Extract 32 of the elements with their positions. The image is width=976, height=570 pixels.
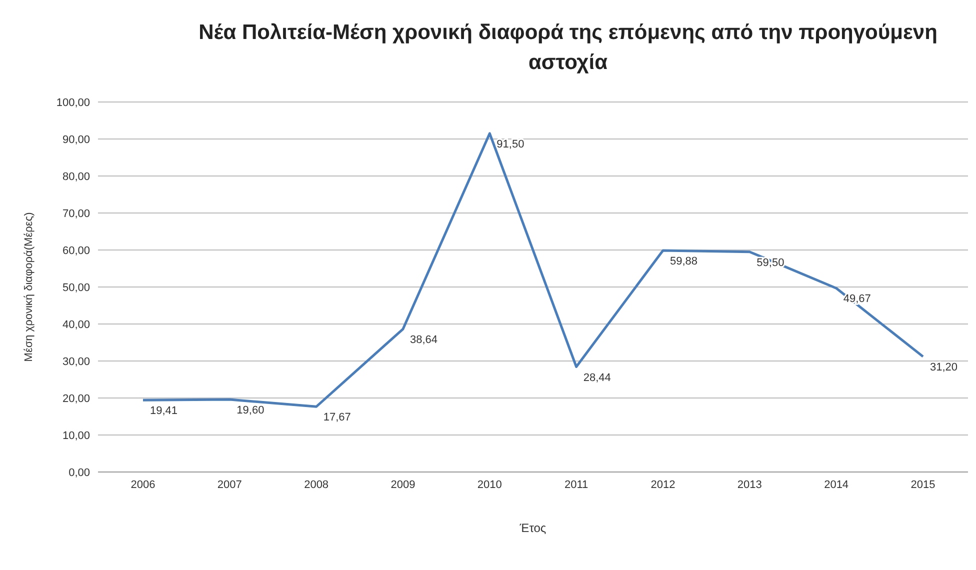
y-tick-label: 20,00 xyxy=(62,392,90,405)
x-tick-label: 2013 xyxy=(737,478,762,491)
y-tick-label: 10,00 xyxy=(62,430,90,442)
y-tick-label: 90,00 xyxy=(62,134,90,146)
x-tick-label: 2009 xyxy=(390,478,416,491)
x-axis-title: Έτος xyxy=(518,521,546,535)
x-tick-label: 2012 xyxy=(650,478,676,491)
data-label: 19,41 xyxy=(150,405,178,418)
y-tick-label: 60,00 xyxy=(62,244,90,257)
data-label: 59,88 xyxy=(670,255,698,268)
data-label: 19,60 xyxy=(236,404,264,416)
x-tick-label: 2008 xyxy=(304,478,329,491)
x-tick-label: 2010 xyxy=(477,478,502,491)
data-label: 28,44 xyxy=(583,372,611,384)
data-label: 38,64 xyxy=(410,334,438,346)
x-tick-label: 2007 xyxy=(217,478,242,491)
y-tick-label: 30,00 xyxy=(62,356,90,368)
y-tick-label: 70,00 xyxy=(62,208,90,220)
x-tick-label: 2011 xyxy=(564,478,588,491)
y-tick-label: 40,00 xyxy=(62,318,90,331)
x-tick-label: 2006 xyxy=(130,478,156,491)
data-label: 31,20 xyxy=(930,362,958,374)
data-label: 17,67 xyxy=(323,412,351,424)
y-tick-label: 50,00 xyxy=(62,282,90,294)
y-tick-label: 0,00 xyxy=(68,466,90,479)
x-tick-label: 2015 xyxy=(910,478,936,491)
y-tick-label: 100,00 xyxy=(56,96,90,109)
y-tick-label: 80,00 xyxy=(62,170,90,183)
data-label: 91,50 xyxy=(496,138,524,150)
y-axis-title: Μέση χρονική διαφορά(Μέρες) xyxy=(22,212,35,362)
chart-title: Νέα Πολιτεία-Μέση χρονική διαφορά της επόμενης από την προηγούμενη αστοχία xyxy=(198,20,938,76)
x-tick-label: 2014 xyxy=(824,478,849,491)
